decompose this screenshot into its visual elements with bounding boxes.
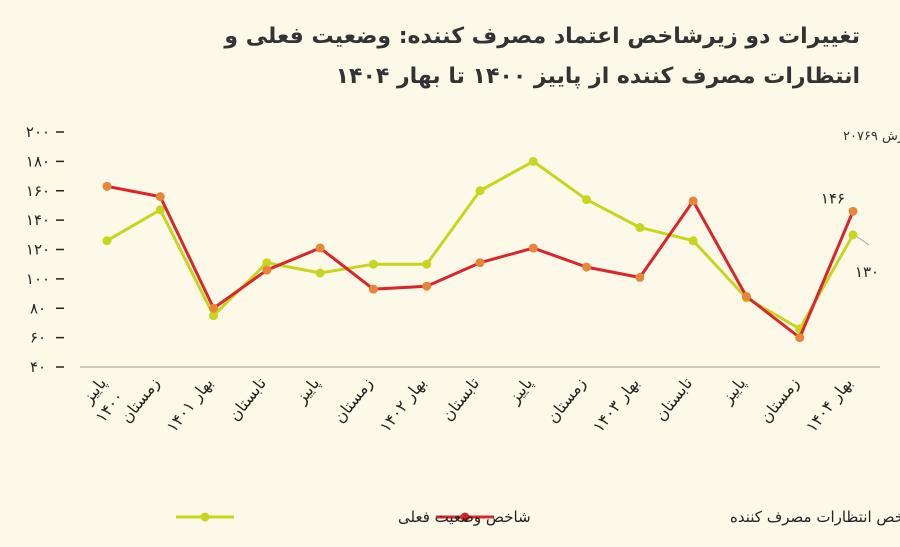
data-point xyxy=(688,196,698,206)
x-tick-label: پاییز xyxy=(504,374,537,409)
series-lines xyxy=(102,156,858,343)
y-tick-label: ۱۸۰ xyxy=(26,152,50,170)
y-tick-label: ۱۲۰ xyxy=(26,241,50,259)
x-tick-label: پاییز xyxy=(717,374,750,409)
x-tick-label: زمستان xyxy=(330,374,378,427)
legend: شاخص انتظارات مصرف کننده شاخص وضعیت فعلی xyxy=(176,508,900,526)
data-point xyxy=(262,258,272,268)
x-tick-label: بهار ۱۴۰۳ xyxy=(589,374,644,437)
legend-swatch-marker xyxy=(200,512,210,522)
data-point xyxy=(635,272,645,282)
y-tick-label: ۱۰۰ xyxy=(26,270,50,288)
y-tick-label: ۱۶۰ xyxy=(26,182,50,200)
data-point xyxy=(315,243,325,253)
legend-label: شاخص وضعیت فعلی xyxy=(398,508,531,526)
data-point xyxy=(209,311,219,321)
data-point xyxy=(795,333,805,343)
data-label-leader xyxy=(856,236,870,246)
data-point xyxy=(741,292,751,301)
data-point xyxy=(155,192,165,202)
x-tick-label: زمستان xyxy=(756,374,804,427)
x-tick-label: بهار ۱۴۰۴ xyxy=(802,374,857,437)
data-point xyxy=(528,243,538,253)
data-point xyxy=(475,258,485,268)
x-tick-label: پاییز xyxy=(291,374,324,409)
source-note: منبع: مرکز پژوهش های مجلس؛ گزارش ۲۰۷۶۹ xyxy=(843,128,900,144)
chart-title-line-1: تغییرات دو زیرشاخص اعتماد مصرف کننده: وض… xyxy=(224,24,860,49)
x-tick-label: بهار ۱۴۰۲ xyxy=(376,374,431,437)
data-point xyxy=(102,236,112,246)
data-point xyxy=(315,268,325,278)
data-point xyxy=(528,156,538,166)
x-tick-label: بهار ۱۴۰۱ xyxy=(162,374,217,437)
y-tick-label: ۸۰ xyxy=(30,299,46,317)
legend-swatch-marker xyxy=(460,512,470,522)
x-tick-label: تابستان xyxy=(438,374,483,425)
legend-label: شاخص انتظارات مصرف کننده xyxy=(730,508,900,526)
data-point xyxy=(155,205,165,215)
data-point xyxy=(209,303,219,313)
data-label: ۱۳۰ xyxy=(855,263,879,281)
data-point xyxy=(582,195,592,205)
data-point xyxy=(422,259,432,269)
data-point xyxy=(688,236,698,246)
y-tick-label: ۶۰ xyxy=(30,329,46,347)
data-point xyxy=(475,186,485,196)
y-axis: ۲۰۰ ۱۸۰ ۱۶۰ ۱۴۰ ۱۲۰ ۱۰۰ ۸۰ ۶۰ ۴۰ xyxy=(26,123,64,376)
y-tick-label: ۱۴۰ xyxy=(26,211,50,229)
data-point xyxy=(102,181,112,191)
data-point xyxy=(262,265,272,275)
data-point xyxy=(368,259,378,269)
data-point xyxy=(368,284,378,294)
data-label: ۱۴۶ xyxy=(821,189,845,207)
y-tick-label: ۴۰ xyxy=(30,358,46,376)
data-point xyxy=(422,281,432,291)
y-tick-label: ۲۰۰ xyxy=(26,123,50,141)
x-tick-label: زمستان xyxy=(543,374,591,427)
x-tick-label: تابستان xyxy=(651,374,696,425)
data-point xyxy=(848,206,858,216)
data-labels: ۱۴۶ ۱۳۰ xyxy=(821,189,879,281)
data-point xyxy=(635,222,645,232)
x-tick-label: تابستان xyxy=(225,374,270,425)
data-point xyxy=(848,230,858,240)
chart-title-line-2: انتظارات مصرف کننده از پاییز ۱۴۰۰ تا بها… xyxy=(335,64,860,89)
data-point xyxy=(582,262,592,272)
